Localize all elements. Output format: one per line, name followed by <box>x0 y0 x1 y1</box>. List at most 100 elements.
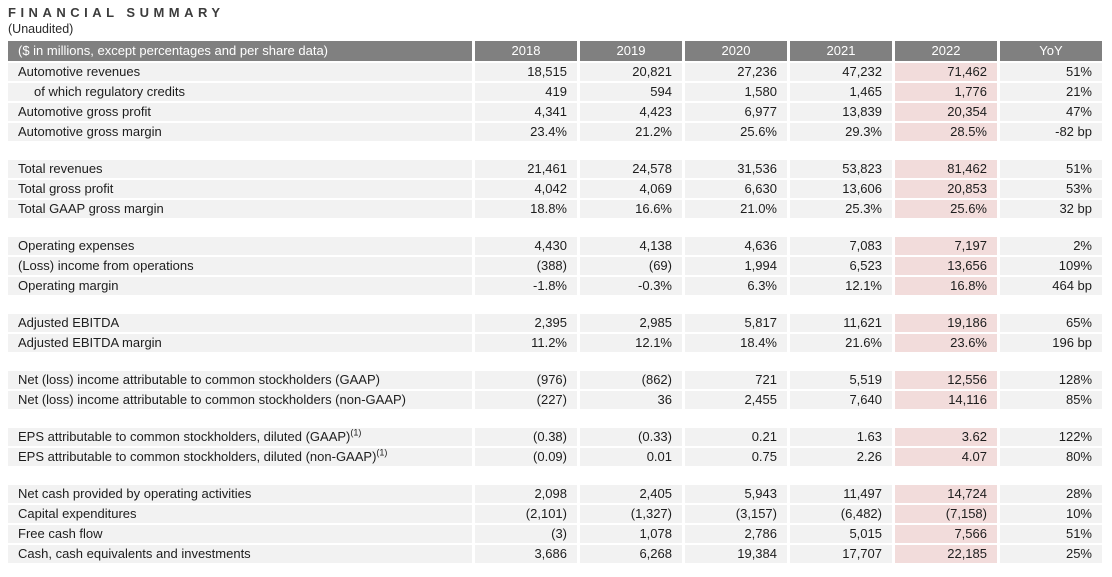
cell-2021: (6,482) <box>790 505 892 523</box>
table-row: Net (loss) income attributable to common… <box>8 391 1105 409</box>
table-row: Adjusted EBITDA margin 11.2% 12.1% 18.4%… <box>8 334 1105 352</box>
row-label: Operating margin <box>8 277 472 295</box>
row-label: Automotive gross margin <box>8 123 472 141</box>
cell-2020: 721 <box>685 371 787 389</box>
cell-2018: 18.8% <box>475 200 577 218</box>
row-label: (Loss) income from operations <box>8 257 472 275</box>
cell-2022: 20,354 <box>895 103 997 121</box>
table-row: Automotive gross profit 4,341 4,423 6,97… <box>8 103 1105 121</box>
cell-yoy: 28% <box>1000 485 1102 503</box>
cell-yoy: 53% <box>1000 180 1102 198</box>
cell-2022: 12,556 <box>895 371 997 389</box>
header-2019: 2019 <box>580 41 682 61</box>
cell-2019: 12.1% <box>580 334 682 352</box>
cell-2020: 18.4% <box>685 334 787 352</box>
table-row: EPS attributable to common stockholders,… <box>8 428 1105 446</box>
table-row: Total GAAP gross margin 18.8% 16.6% 21.0… <box>8 200 1105 218</box>
cell-2020: 6,977 <box>685 103 787 121</box>
table-row: (Loss) income from operations (388) (69)… <box>8 257 1105 275</box>
cell-yoy: 196 bp <box>1000 334 1102 352</box>
cell-2020: 2,786 <box>685 525 787 543</box>
cell-yoy: 32 bp <box>1000 200 1102 218</box>
cell-2021: 47,232 <box>790 63 892 81</box>
cell-2019: 6,268 <box>580 545 682 563</box>
cell-2018: 4,430 <box>475 237 577 255</box>
cell-2022: 3.62 <box>895 428 997 446</box>
cell-2018: 18,515 <box>475 63 577 81</box>
cell-2020: 4,636 <box>685 237 787 255</box>
cell-2021: 11,497 <box>790 485 892 503</box>
row-label: EPS attributable to common stockholders,… <box>8 428 472 446</box>
cell-yoy: -82 bp <box>1000 123 1102 141</box>
cell-2020: 27,236 <box>685 63 787 81</box>
table-row: Net cash provided by operating activitie… <box>8 485 1105 503</box>
cell-2020: (3,157) <box>685 505 787 523</box>
cell-2018: 11.2% <box>475 334 577 352</box>
cell-2019: 36 <box>580 391 682 409</box>
section-gap <box>8 297 1105 314</box>
footnote-marker: (1) <box>350 428 362 438</box>
table-row: EPS attributable to common stockholders,… <box>8 448 1105 466</box>
cell-2020: 25.6% <box>685 123 787 141</box>
row-label: EPS attributable to common stockholders,… <box>8 448 472 466</box>
cell-yoy: 109% <box>1000 257 1102 275</box>
cell-2019: 16.6% <box>580 200 682 218</box>
row-label: Net (loss) income attributable to common… <box>8 371 472 389</box>
table-row: of which regulatory credits 419 594 1,58… <box>8 83 1105 101</box>
header-2021: 2021 <box>790 41 892 61</box>
cell-2021: 12.1% <box>790 277 892 295</box>
cell-2021: 11,621 <box>790 314 892 332</box>
header-units-note: ($ in millions, except percentages and p… <box>8 41 472 61</box>
page-subtitle: (Unaudited) <box>8 22 74 36</box>
cell-2018: 419 <box>475 83 577 101</box>
cell-2020: 31,536 <box>685 160 787 178</box>
cell-2022: 22,185 <box>895 545 997 563</box>
footnote-marker: (1) <box>376 448 388 458</box>
cell-2022: 13,656 <box>895 257 997 275</box>
cell-2018: 2,395 <box>475 314 577 332</box>
cell-yoy: 21% <box>1000 83 1102 101</box>
table-header-row: ($ in millions, except percentages and p… <box>8 41 1105 61</box>
cell-2021: 21.6% <box>790 334 892 352</box>
table-row: Free cash flow (3) 1,078 2,786 5,015 7,5… <box>8 525 1105 543</box>
section-gap <box>8 411 1105 428</box>
header-2018: 2018 <box>475 41 577 61</box>
header-2022: 2022 <box>895 41 997 61</box>
cell-2018: (0.38) <box>475 428 577 446</box>
cell-2022: 14,724 <box>895 485 997 503</box>
cell-yoy: 51% <box>1000 525 1102 543</box>
row-label: Capital expenditures <box>8 505 472 523</box>
cell-2022: 28.5% <box>895 123 997 141</box>
row-label: Total gross profit <box>8 180 472 198</box>
cell-yoy: 80% <box>1000 448 1102 466</box>
cell-2018: 3,686 <box>475 545 577 563</box>
cell-2020: 21.0% <box>685 200 787 218</box>
cell-2019: (1,327) <box>580 505 682 523</box>
row-label: Net cash provided by operating activitie… <box>8 485 472 503</box>
cell-2021: 7,083 <box>790 237 892 255</box>
financial-summary-table: ($ in millions, except percentages and p… <box>8 41 1105 563</box>
row-label: Automotive gross profit <box>8 103 472 121</box>
cell-2022: 19,186 <box>895 314 997 332</box>
cell-2022: 25.6% <box>895 200 997 218</box>
page-title: FINANCIAL SUMMARY <box>8 5 225 20</box>
cell-2019: 1,078 <box>580 525 682 543</box>
cell-2018: 4,042 <box>475 180 577 198</box>
cell-2018: 2,098 <box>475 485 577 503</box>
cell-2018: 4,341 <box>475 103 577 121</box>
cell-2019: 2,985 <box>580 314 682 332</box>
cell-2019: 4,138 <box>580 237 682 255</box>
cell-2022: 4.07 <box>895 448 997 466</box>
cell-2022: 7,566 <box>895 525 997 543</box>
cell-yoy: 47% <box>1000 103 1102 121</box>
cell-2021: 13,839 <box>790 103 892 121</box>
cell-2019: 4,069 <box>580 180 682 198</box>
row-label: Operating expenses <box>8 237 472 255</box>
cell-yoy: 128% <box>1000 371 1102 389</box>
cell-2021: 17,707 <box>790 545 892 563</box>
table-row: Automotive gross margin 23.4% 21.2% 25.6… <box>8 123 1105 141</box>
cell-2019: 20,821 <box>580 63 682 81</box>
cell-2021: 2.26 <box>790 448 892 466</box>
table-row: Total gross profit 4,042 4,069 6,630 13,… <box>8 180 1105 198</box>
cell-yoy: 85% <box>1000 391 1102 409</box>
